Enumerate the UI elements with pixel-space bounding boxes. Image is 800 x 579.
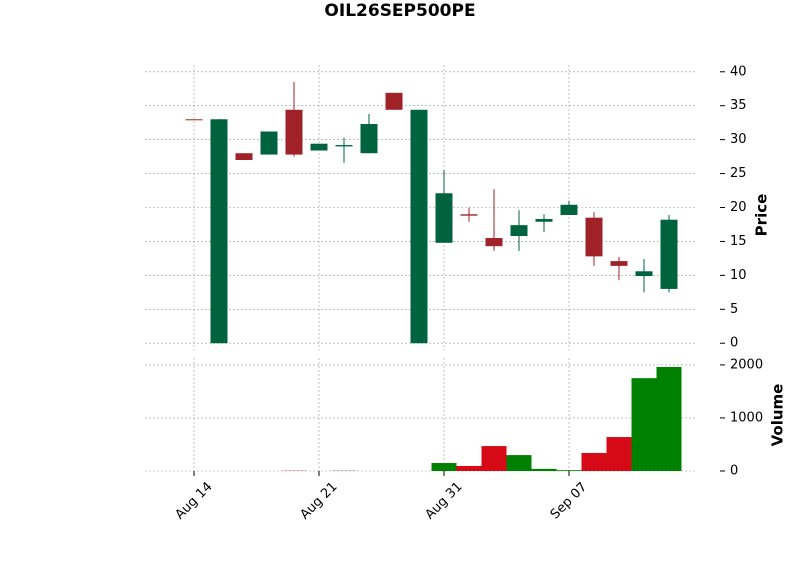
volume-bar [532,469,557,471]
candle-body [386,93,403,110]
volume-bar [632,378,657,471]
candle-body [611,261,628,266]
candle-body [461,214,478,215]
volume-bar [557,470,582,471]
candle-body [411,110,428,343]
candle-body [536,219,553,222]
volume-bar [507,455,532,471]
y-tick-label: 30 [730,132,747,147]
y2-tick-label: 2000 [730,357,763,372]
candle-body [336,145,353,146]
y-tick-label: 40 [730,64,747,79]
candle-body [261,132,278,155]
candle-body [561,205,578,215]
y-tick-label: 35 [730,98,747,113]
candle-body [286,110,303,155]
candle-body [361,124,378,153]
y2-tick-label: 1000 [730,410,763,425]
x-tick-label: Aug 21 [297,479,340,522]
volume-bar [607,437,632,471]
candle-body [511,225,528,236]
candle-body [311,144,328,151]
candle-body [186,119,203,120]
volume-bar [432,463,457,471]
volume-bar [482,446,507,471]
candle-body [486,238,503,246]
volume-bar [457,466,482,471]
chart-title: OIL26SEP500PE [324,1,475,21]
y2-tick-label: 0 [730,464,738,479]
candle-body [211,119,228,343]
candle-body [661,220,678,289]
volume-bar [657,367,682,471]
y-tick-label: 15 [730,234,747,249]
candle-body [636,271,653,276]
x-tick-label: Sep 07 [548,480,591,523]
y-tick-label: 10 [730,268,747,283]
y-tick-label: 0 [730,336,738,351]
y-tick-label: 20 [730,200,747,215]
candle-body [236,153,253,160]
candle-body [586,218,603,257]
x-tick-label: Aug 14 [172,479,215,522]
y-axis-label: Price [753,194,771,237]
x-tick-label: Aug 31 [422,479,465,522]
y-tick-label: 25 [730,166,747,181]
volume-axis-label: Volume [769,384,787,447]
volume-bar [582,453,607,471]
candle-body [436,193,453,243]
y-tick-label: 5 [730,302,738,317]
